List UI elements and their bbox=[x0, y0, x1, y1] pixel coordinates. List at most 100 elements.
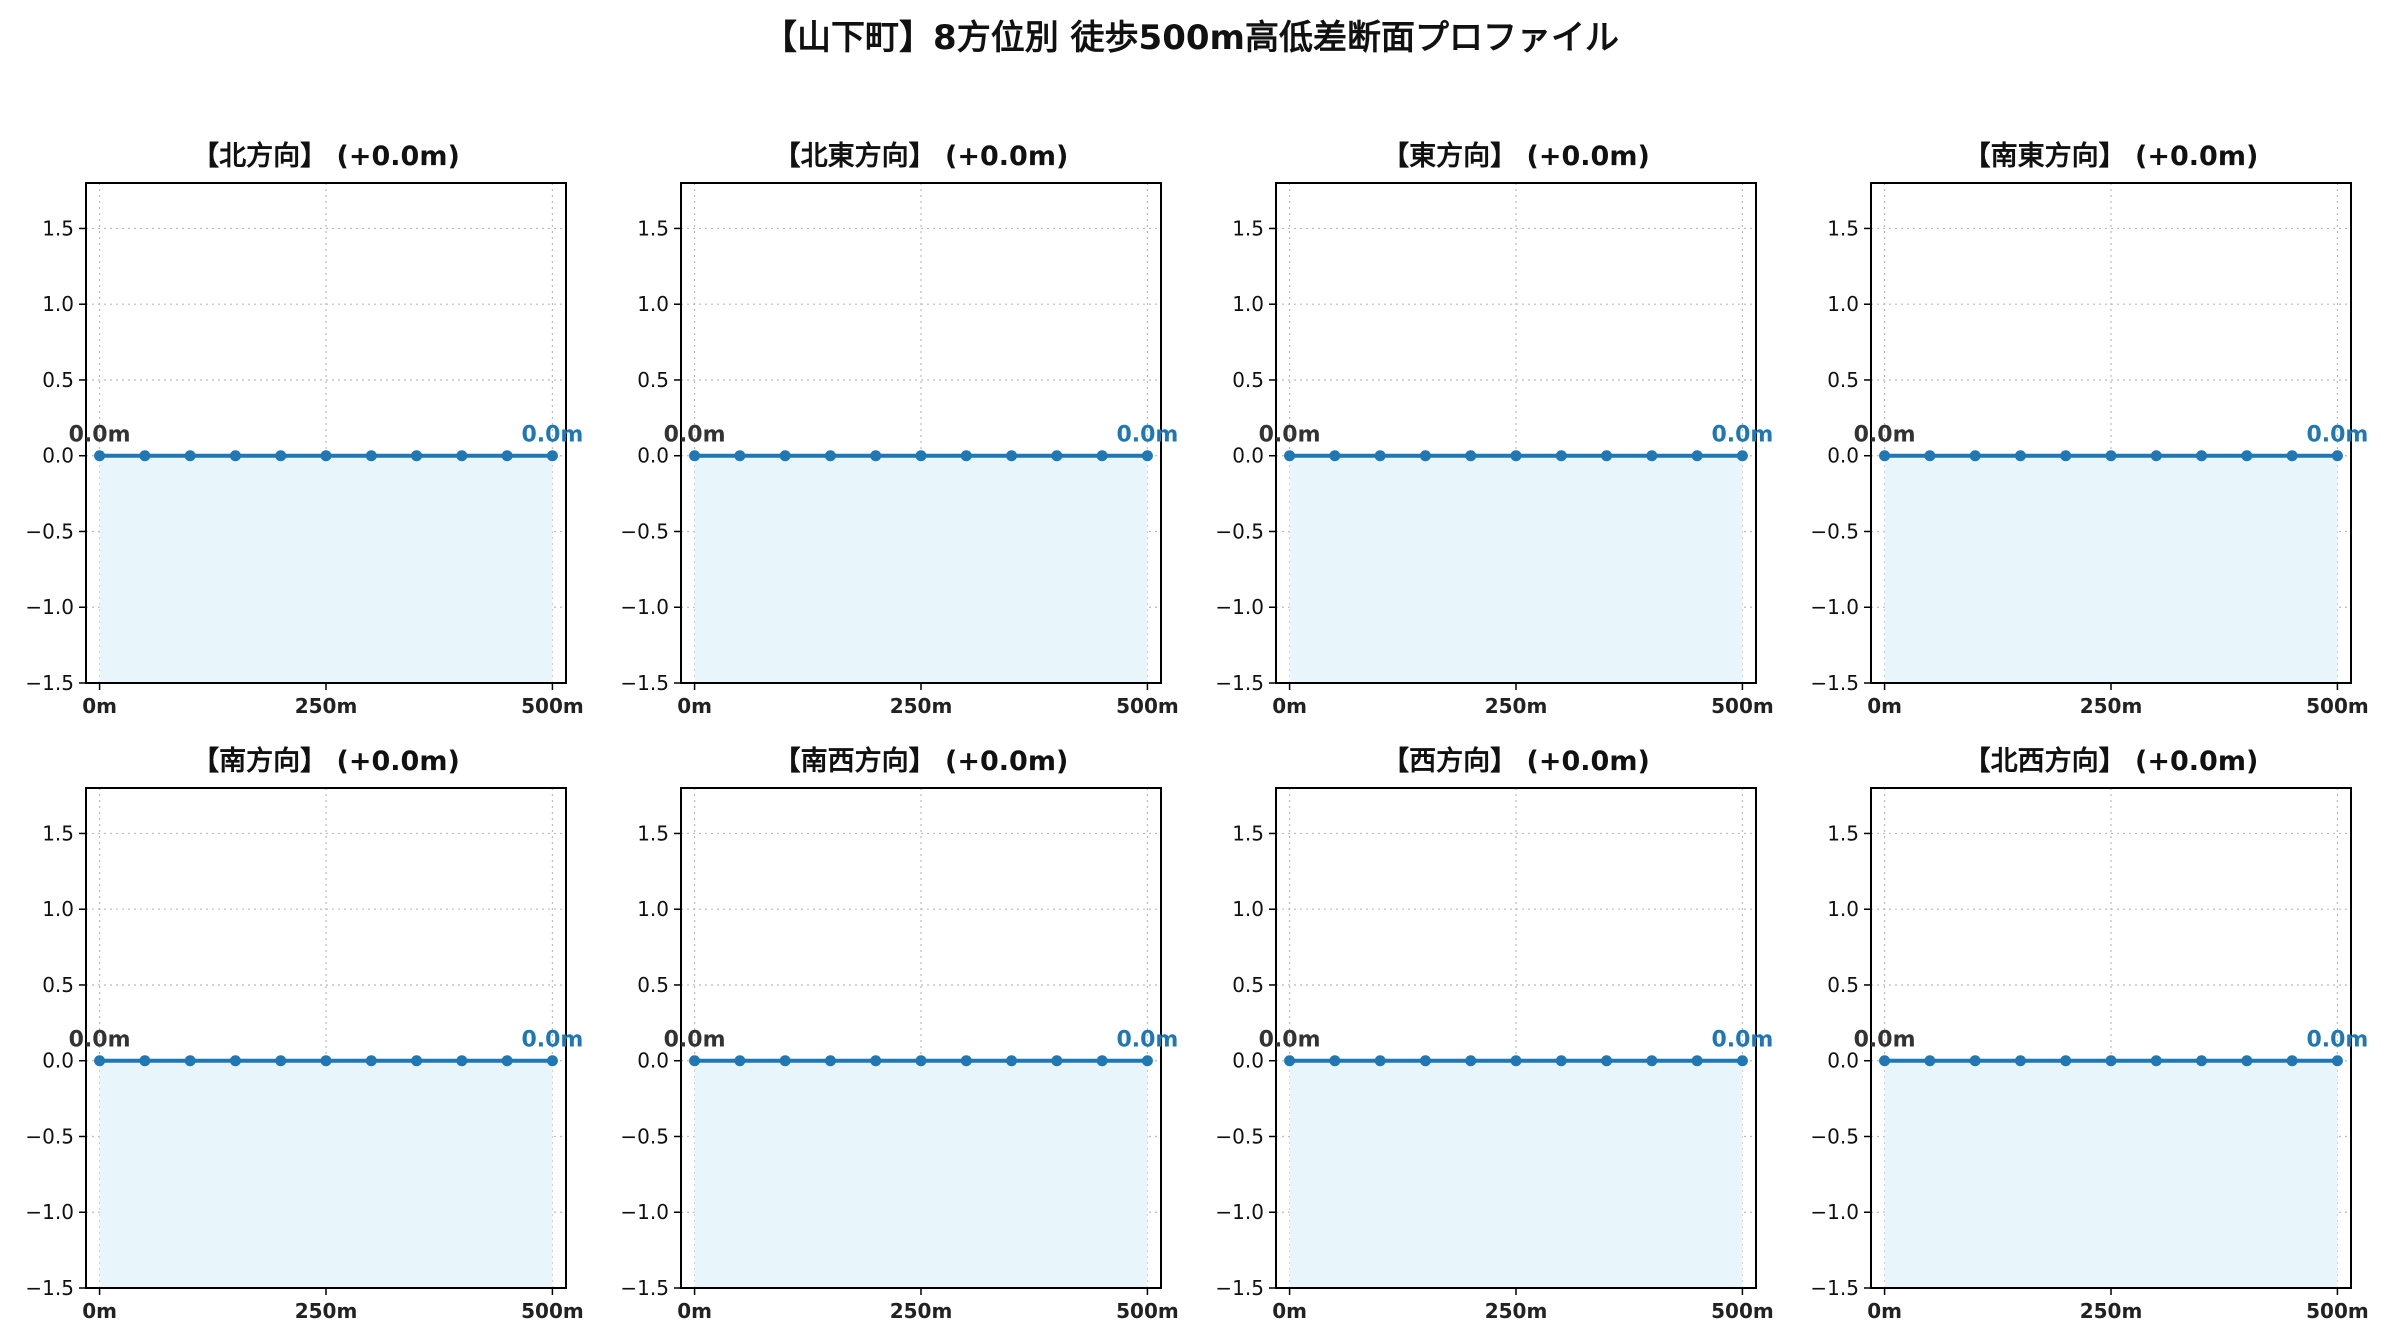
elevation-point bbox=[365, 1055, 377, 1067]
elevation-point bbox=[2241, 450, 2253, 462]
x-tick-label: 500m bbox=[521, 1299, 584, 1323]
elevation-fill-area bbox=[1884, 1060, 2338, 1288]
elevation-point bbox=[94, 1055, 106, 1067]
elevation-point bbox=[1646, 450, 1658, 462]
y-tick-label: 1.0 bbox=[42, 897, 74, 921]
x-tick-label: 0m bbox=[677, 694, 712, 718]
start-elevation-label: 0.0m bbox=[1854, 423, 1916, 448]
y-tick-label: −1.0 bbox=[25, 595, 74, 619]
elevation-point bbox=[1736, 1055, 1748, 1067]
elevation-point bbox=[2196, 450, 2208, 462]
subplot-2: 0m 250m 500m −1.5 −1.0 −0.5 0.0 0.5 1.0 1.5 【東方向】 … bbox=[1215, 140, 1773, 718]
elevation-point bbox=[411, 450, 423, 462]
elevation-point bbox=[546, 450, 558, 462]
x-tick-label: 250m bbox=[295, 694, 358, 718]
elevation-point bbox=[779, 1055, 791, 1067]
y-tick-label: 1.5 bbox=[1232, 821, 1264, 845]
y-tick-label: 1.0 bbox=[637, 897, 669, 921]
subplot-title: 【北東方向】 (+0.0m) bbox=[774, 140, 1069, 172]
elevation-point bbox=[456, 450, 468, 462]
y-tick-label: 1.5 bbox=[1232, 216, 1264, 240]
y-tick-label: −1.5 bbox=[1215, 671, 1264, 695]
y-tick-label: 0.5 bbox=[42, 368, 74, 392]
elevation-point bbox=[1051, 1055, 1063, 1067]
elevation-point bbox=[184, 1055, 196, 1067]
elevation-point bbox=[184, 450, 196, 462]
elevation-point bbox=[1969, 450, 1981, 462]
subplot-title: 【北西方向】 (+0.0m) bbox=[1964, 745, 2259, 777]
elevation-point bbox=[1096, 450, 1108, 462]
subplot-title: 【西方向】 (+0.0m) bbox=[1382, 745, 1650, 777]
elevation-point bbox=[275, 1055, 287, 1067]
subplot-4: 0m 250m 500m −1.5 −1.0 −0.5 0.0 0.5 1.0 1.5 【南方向】 … bbox=[25, 745, 583, 1323]
y-tick-label: −1.0 bbox=[1810, 595, 1859, 619]
x-tick-label: 250m bbox=[1485, 694, 1548, 718]
elevation-point bbox=[734, 450, 746, 462]
y-tick-label: −0.5 bbox=[25, 519, 74, 543]
y-tick-label: −1.0 bbox=[620, 595, 669, 619]
x-tick-label: 250m bbox=[2080, 694, 2143, 718]
elevation-point bbox=[1329, 450, 1341, 462]
elevation-point bbox=[2105, 450, 2117, 462]
y-tick-label: −0.5 bbox=[1215, 1124, 1264, 1148]
x-tick-label: 250m bbox=[2080, 1299, 2143, 1323]
elevation-point bbox=[1646, 1055, 1658, 1067]
elevation-point bbox=[1006, 1055, 1018, 1067]
elevation-point bbox=[320, 1055, 332, 1067]
elevation-point bbox=[824, 450, 836, 462]
y-tick-label: 1.0 bbox=[1827, 897, 1859, 921]
elevation-point bbox=[94, 450, 106, 462]
elevation-point bbox=[2196, 1055, 2208, 1067]
y-tick-label: 1.5 bbox=[637, 821, 669, 845]
x-tick-label: 0m bbox=[677, 1299, 712, 1323]
elevation-point bbox=[2014, 450, 2026, 462]
subplot-title: 【北方向】 (+0.0m) bbox=[192, 140, 460, 172]
elevation-point bbox=[2150, 1055, 2162, 1067]
x-tick-label: 500m bbox=[1711, 1299, 1774, 1323]
subplot-7: 0m 250m 500m −1.5 −1.0 −0.5 0.0 0.5 1.0 1.5 【北西方向】… bbox=[1810, 745, 2368, 1323]
elevation-fill-area bbox=[99, 1060, 553, 1288]
y-tick-label: −1.0 bbox=[1215, 1200, 1264, 1224]
elevation-point bbox=[1924, 1055, 1936, 1067]
x-tick-label: 0m bbox=[1867, 694, 1902, 718]
elevation-point bbox=[2150, 450, 2162, 462]
elevation-point bbox=[1051, 450, 1063, 462]
x-tick-label: 0m bbox=[82, 694, 117, 718]
elevation-point bbox=[1555, 1055, 1567, 1067]
start-elevation-label: 0.0m bbox=[1259, 423, 1321, 448]
elevation-fill-area bbox=[1884, 455, 2338, 683]
elevation-point bbox=[1736, 450, 1748, 462]
elevation-point bbox=[1141, 450, 1153, 462]
y-tick-label: 1.5 bbox=[637, 216, 669, 240]
y-tick-label: 1.0 bbox=[1827, 292, 1859, 316]
x-tick-label: 500m bbox=[1116, 1299, 1179, 1323]
start-elevation-label: 0.0m bbox=[69, 1028, 131, 1053]
elevation-fill-area bbox=[99, 455, 553, 683]
y-tick-label: 0.0 bbox=[42, 444, 74, 468]
elevation-fill-area bbox=[1289, 1060, 1743, 1288]
elevation-point bbox=[1601, 1055, 1613, 1067]
y-tick-label: 1.0 bbox=[1232, 897, 1264, 921]
y-tick-label: −1.5 bbox=[620, 671, 669, 695]
elevation-point bbox=[1465, 450, 1477, 462]
elevation-point bbox=[960, 1055, 972, 1067]
y-tick-label: −0.5 bbox=[1810, 519, 1859, 543]
y-tick-label: 0.5 bbox=[1827, 368, 1859, 392]
elevation-fill-area bbox=[694, 1060, 1148, 1288]
elevation-point bbox=[960, 450, 972, 462]
elevation-fill-area bbox=[1289, 455, 1743, 683]
elevation-point bbox=[1691, 1055, 1703, 1067]
end-elevation-label: 0.0m bbox=[521, 423, 583, 448]
elevation-point bbox=[1879, 1055, 1891, 1067]
y-tick-label: 0.0 bbox=[637, 1049, 669, 1073]
elevation-point bbox=[1284, 450, 1296, 462]
x-tick-label: 0m bbox=[82, 1299, 117, 1323]
elevation-point bbox=[870, 1055, 882, 1067]
x-tick-label: 250m bbox=[295, 1299, 358, 1323]
elevation-point bbox=[1374, 450, 1386, 462]
x-tick-label: 0m bbox=[1272, 1299, 1307, 1323]
elevation-point bbox=[2331, 1055, 2343, 1067]
elevation-point bbox=[2060, 450, 2072, 462]
x-tick-label: 0m bbox=[1272, 694, 1307, 718]
y-tick-label: −1.5 bbox=[25, 1276, 74, 1300]
